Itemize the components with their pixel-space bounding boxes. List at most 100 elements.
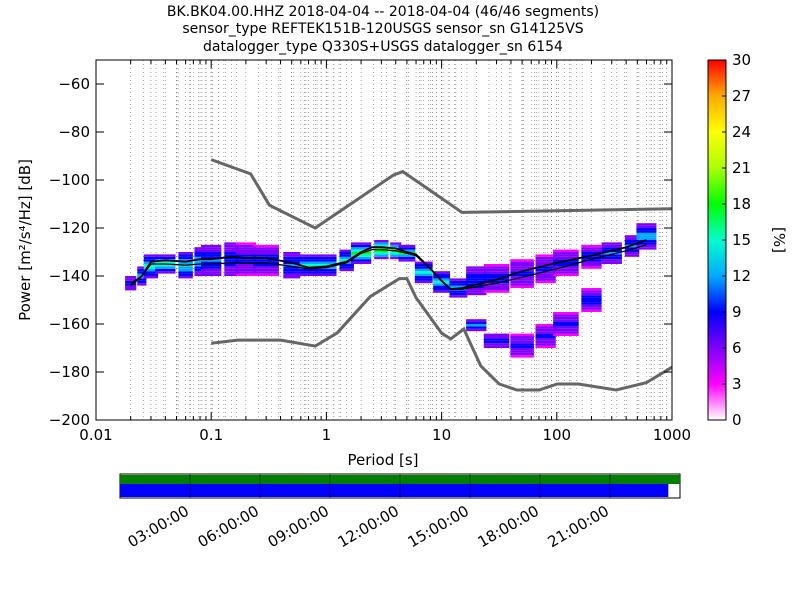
density-cell [398,249,416,252]
density-cell [137,271,147,274]
y-tick-label: −200 [49,411,90,429]
density-cell [433,271,451,274]
colorbar: 0 3 6 9 12 15 18 21 24 27 30 [707,51,751,429]
density-heatmap [125,223,657,358]
density-cell [283,271,301,274]
density-cell [253,259,279,262]
density-cell [510,352,534,356]
density-cell [601,242,622,245]
y-tick-label: −160 [49,315,90,333]
density-cell [449,295,468,298]
density-cell [483,336,510,339]
density-cell [449,292,468,296]
x-tick-label: 1 [322,426,332,444]
density-cell [510,283,534,286]
density-cell [235,259,257,262]
density-cell [449,278,468,281]
density-cell [316,256,337,260]
density-cell [125,283,137,286]
density-cell [510,340,534,344]
density-cell [466,324,487,327]
density-cell [535,324,556,327]
density-cell [535,273,556,276]
density-cell [224,266,239,269]
density-cell [194,271,206,274]
density-cell [624,254,640,257]
density-cell [235,252,257,255]
density-cell [535,268,556,272]
density-cell [299,261,318,264]
density-cell [350,244,372,248]
density-cell [350,261,372,264]
density-cell [339,256,354,260]
density-cell [510,268,534,272]
density-cell [350,254,372,257]
density-cell [433,283,451,286]
density-cell [433,290,451,293]
timeline-tick-label: 09:00:00 [265,502,332,551]
density-cell [624,242,640,245]
density-cell [253,254,279,257]
density-cell [466,273,487,276]
density-cell [636,240,657,243]
density-cell [581,309,602,312]
density-cell [535,280,556,284]
density-cell [194,259,206,262]
density-cell [194,261,206,264]
density-cell [235,271,257,274]
density-cell [581,247,602,250]
density-cell [483,285,510,288]
density-cell [535,333,556,336]
density-cell [299,254,318,257]
density-cell [194,252,206,255]
density-cell [535,328,556,332]
colorbar-tick-label: 9 [732,303,742,321]
density-cell [155,256,176,260]
density-cell [374,242,389,245]
density-cell [535,276,556,279]
density-cell [601,259,622,262]
density-cell [339,264,354,267]
density-cell [235,268,257,272]
colorbar-tick-label: 21 [732,159,751,177]
curves [130,158,672,392]
density-cell [636,235,657,238]
timeline-tick-label: 15:00:00 [405,502,472,551]
density-cell [224,244,239,248]
density-cell [466,321,487,324]
density-cell [201,268,222,272]
density-cell [137,278,147,281]
density-cell [194,249,206,252]
density-cell [601,261,622,264]
colorbar-tick-label: 12 [732,267,751,285]
density-cell [535,266,556,269]
density-cell [374,256,389,260]
density-cell [553,324,579,327]
density-cell [535,331,556,334]
density-cell [581,244,602,248]
density-cell [433,285,451,288]
density-cell [510,278,534,281]
density-cell [535,343,556,346]
density-cell [235,242,257,245]
colorbar-tick-label: 27 [732,87,751,105]
coverage-timeline: 03:00:00 06:00:00 09:00:00 12:00:00 15:00:00… [119,473,681,551]
density-cell [466,290,487,293]
density-cell [390,252,402,255]
density-cell [466,326,487,329]
density-cell [483,343,510,346]
density-cell [350,256,372,260]
density-cell [581,307,602,310]
density-cell [601,256,622,260]
density-cell [553,312,579,315]
density-cell [535,345,556,348]
timeline-tick-label: 12:00:00 [335,502,402,551]
density-cell [390,256,402,260]
axes: 0.01 0.1 1 10 100 1000 −200 −180 −160 −140 −120 −10… [49,59,691,444]
density-cell [201,254,222,257]
density-cell [553,256,579,260]
density-cell [535,261,556,264]
density-cell [339,266,354,269]
x-tick-label: 10 [432,426,451,444]
density-cell [483,280,510,284]
